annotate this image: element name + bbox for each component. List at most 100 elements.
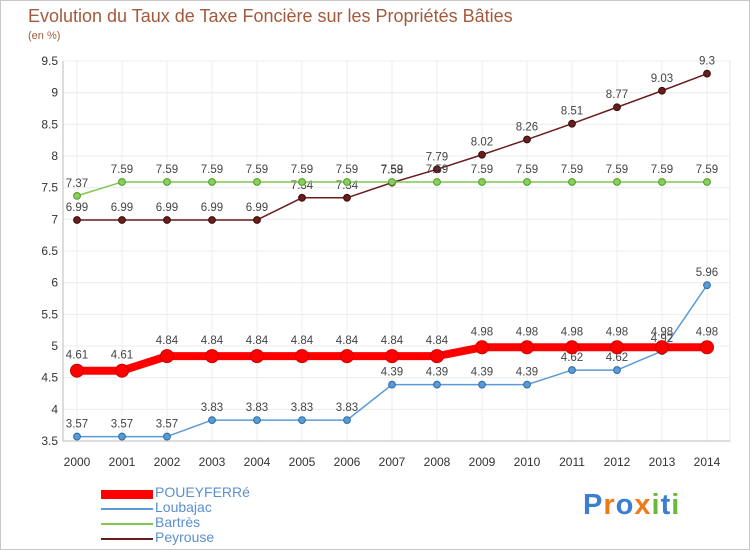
data-label-peyrouse: 6.99 bbox=[201, 202, 223, 214]
data-point-bartrs bbox=[208, 178, 216, 186]
data-label-peyrouse: 8.26 bbox=[516, 122, 538, 134]
unit-label: (en %) bbox=[28, 30, 61, 42]
y-tick-label: 5 bbox=[51, 339, 58, 353]
data-point-poueyferr bbox=[700, 340, 714, 355]
data-label-bartrs: 7.59 bbox=[516, 164, 538, 176]
data-label-loubajac: 4.92 bbox=[651, 333, 673, 345]
data-point-poueyferr bbox=[340, 349, 354, 364]
data-label-peyrouse: 9.3 bbox=[699, 56, 715, 68]
data-label-peyrouse: 7.79 bbox=[426, 151, 448, 163]
data-label-poueyferr: 4.84 bbox=[291, 335, 314, 347]
data-label-bartrs: 7.59 bbox=[696, 164, 718, 176]
data-label-bartrs: 7.59 bbox=[606, 164, 628, 176]
data-label-peyrouse: 6.99 bbox=[111, 202, 133, 214]
data-point-poueyferr bbox=[430, 349, 444, 364]
data-point-loubajac bbox=[118, 432, 126, 441]
data-point-peyrouse bbox=[118, 216, 126, 224]
data-point-peyrouse bbox=[433, 165, 441, 174]
legend-swatch bbox=[101, 523, 153, 525]
data-label-loubajac: 4.62 bbox=[561, 352, 583, 364]
data-label-poueyferr: 4.84 bbox=[336, 335, 359, 347]
data-point-peyrouse bbox=[658, 86, 666, 95]
y-tick-label: 4.5 bbox=[41, 371, 58, 385]
data-label-bartrs: 7.59 bbox=[471, 164, 493, 176]
data-label-loubajac: 4.62 bbox=[606, 352, 628, 364]
data-point-loubajac bbox=[523, 380, 531, 389]
chart-title: Evolution du Taux de Taxe Foncière sur l… bbox=[28, 6, 513, 26]
data-point-peyrouse bbox=[253, 216, 261, 224]
x-tick-label: 2010 bbox=[514, 455, 541, 469]
y-tick-label: 6 bbox=[51, 276, 58, 290]
data-point-peyrouse bbox=[523, 135, 531, 144]
data-label-bartrs: 7.59 bbox=[291, 164, 313, 176]
data-point-loubajac bbox=[73, 432, 81, 441]
data-point-poueyferr bbox=[610, 340, 624, 355]
x-tick-label: 2006 bbox=[334, 455, 361, 469]
legend-swatch bbox=[101, 508, 153, 510]
legend-label: Bartrès bbox=[155, 514, 201, 530]
proxiti-logo: Proxiti bbox=[583, 489, 680, 522]
data-point-loubajac bbox=[298, 416, 306, 425]
logo-letter: r bbox=[603, 489, 616, 521]
data-label-bartrs: 7.59 bbox=[651, 164, 673, 176]
x-tick-label: 2009 bbox=[469, 455, 496, 469]
data-label-poueyferr: 4.84 bbox=[156, 335, 179, 347]
data-label-loubajac: 4.39 bbox=[516, 367, 538, 379]
x-tick-label: 2012 bbox=[604, 455, 631, 469]
x-tick-label: 2004 bbox=[244, 455, 271, 469]
data-point-bartrs bbox=[658, 178, 666, 186]
y-tick-label: 5.5 bbox=[41, 307, 58, 321]
data-label-poueyferr: 4.98 bbox=[516, 326, 538, 338]
data-label-loubajac: 4.39 bbox=[381, 367, 403, 379]
data-point-peyrouse bbox=[613, 103, 621, 112]
data-point-poueyferr bbox=[70, 363, 84, 378]
data-point-loubajac bbox=[568, 366, 576, 374]
data-point-loubajac bbox=[388, 380, 396, 389]
data-label-bartrs: 7.59 bbox=[246, 164, 268, 176]
data-point-bartrs bbox=[73, 192, 81, 200]
data-label-poueyferr: 4.84 bbox=[201, 335, 224, 347]
data-point-poueyferr bbox=[160, 349, 174, 364]
data-label-bartrs: 7.59 bbox=[156, 164, 178, 176]
data-label-bartrs: 7.59 bbox=[336, 164, 358, 176]
data-point-loubajac bbox=[433, 380, 441, 389]
data-label-bartrs: 7.59 bbox=[561, 164, 583, 176]
data-point-peyrouse bbox=[478, 150, 486, 159]
data-point-peyrouse bbox=[343, 193, 351, 202]
legend-label: Loubajac bbox=[155, 499, 212, 515]
data-point-bartrs bbox=[343, 178, 351, 186]
data-point-loubajac bbox=[208, 416, 216, 425]
y-tick-label: 7.5 bbox=[41, 181, 58, 195]
data-point-loubajac bbox=[478, 380, 486, 389]
logo-letter: P bbox=[583, 489, 604, 521]
data-label-loubajac: 3.57 bbox=[111, 419, 133, 431]
data-point-bartrs bbox=[613, 178, 621, 186]
data-label-peyrouse: 7.58 bbox=[381, 165, 403, 177]
data-label-bartrs: 7.59 bbox=[381, 164, 403, 176]
logo-letter: i bbox=[651, 489, 661, 521]
data-label-poueyferr: 4.61 bbox=[111, 350, 133, 362]
data-point-bartrs bbox=[163, 178, 171, 186]
data-label-bartrs: 7.59 bbox=[426, 164, 448, 176]
data-point-poueyferr bbox=[385, 349, 399, 364]
logo-letter: i bbox=[671, 489, 681, 521]
logo-letter: o bbox=[615, 489, 635, 521]
y-tick-label: 8.5 bbox=[41, 117, 58, 131]
data-point-poueyferr bbox=[115, 363, 129, 378]
data-label-poueyferr: 4.98 bbox=[606, 326, 628, 338]
data-label-peyrouse: 8.02 bbox=[471, 137, 493, 149]
data-point-peyrouse bbox=[298, 193, 306, 202]
data-label-poueyferr: 4.98 bbox=[471, 326, 493, 338]
data-label-poueyferr: 4.84 bbox=[426, 335, 449, 347]
data-label-peyrouse: 6.99 bbox=[66, 202, 88, 214]
x-tick-label: 2002 bbox=[154, 455, 181, 469]
data-point-loubajac bbox=[163, 432, 171, 441]
y-tick-label: 3.5 bbox=[41, 434, 58, 448]
data-point-poueyferr bbox=[205, 349, 219, 364]
data-label-poueyferr: 4.98 bbox=[696, 326, 718, 338]
y-tick-label: 9 bbox=[51, 86, 58, 100]
data-point-peyrouse bbox=[703, 69, 711, 78]
data-point-bartrs bbox=[388, 178, 396, 186]
